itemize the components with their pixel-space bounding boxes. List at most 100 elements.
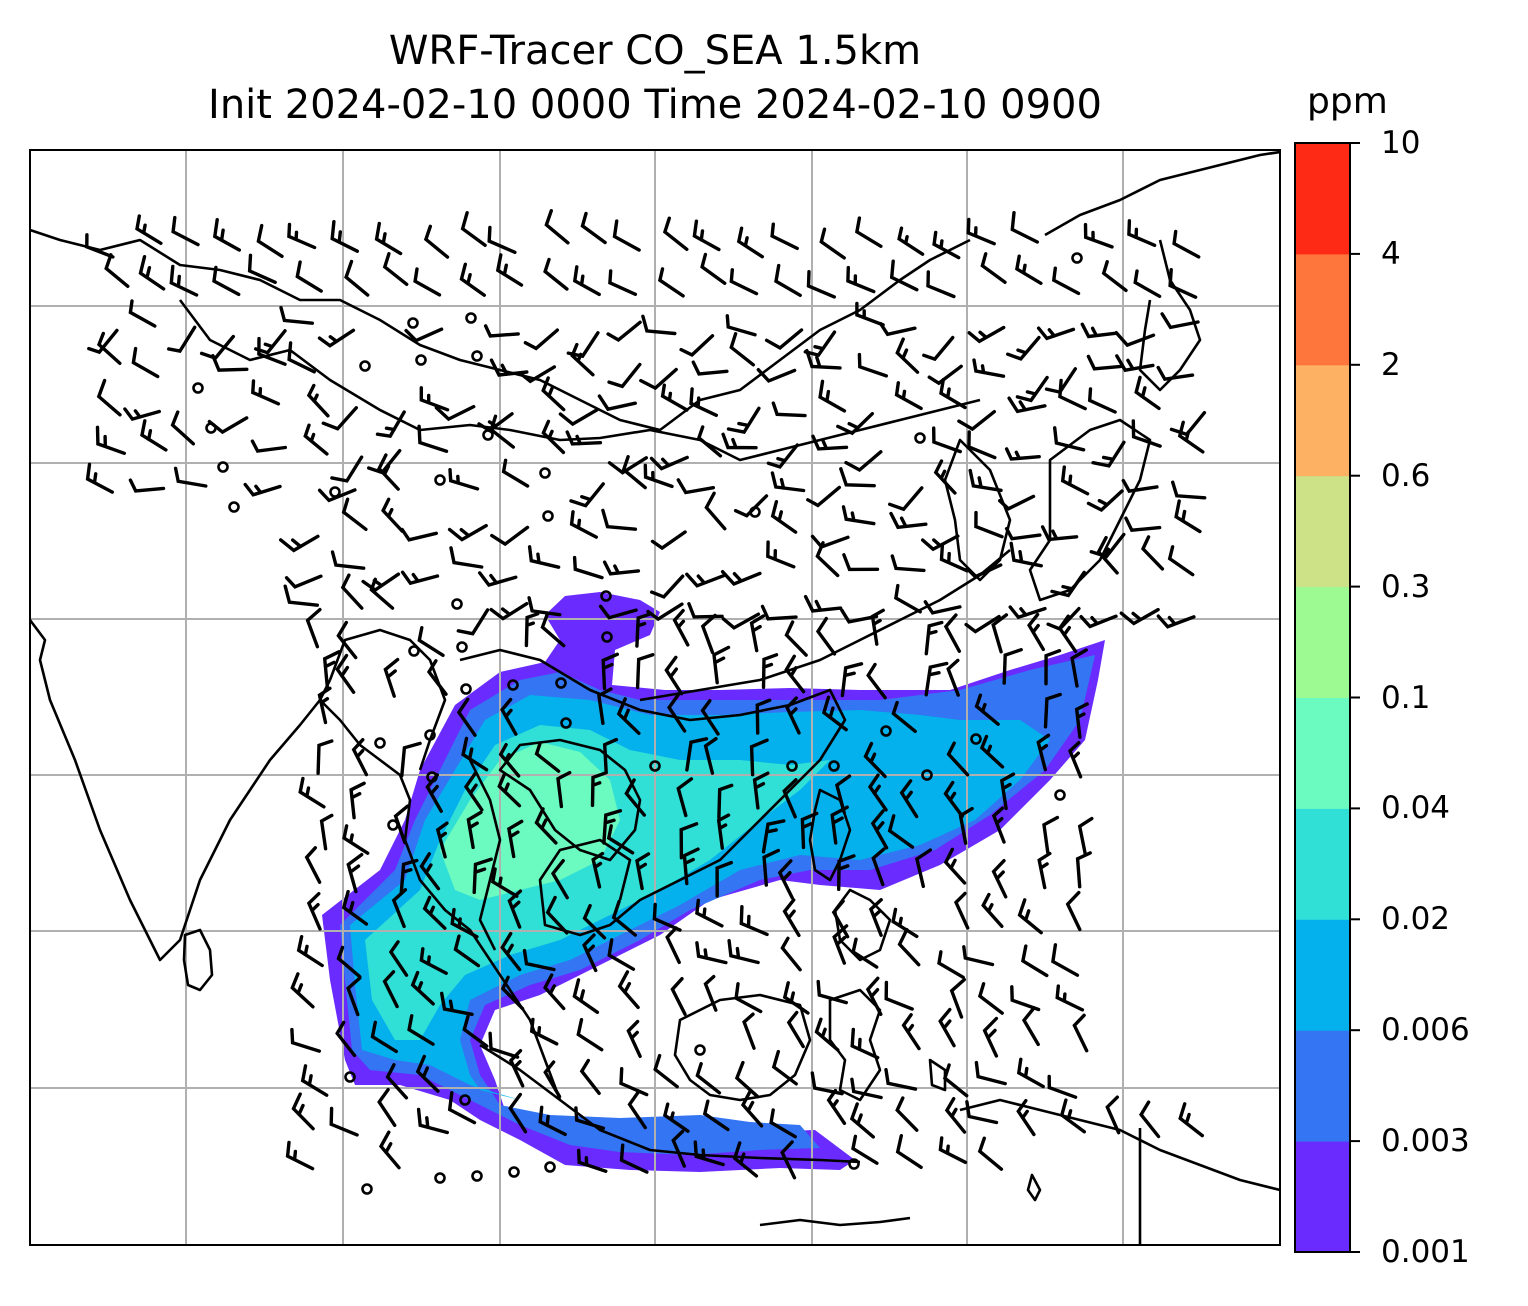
- calm-wind-marker: [880, 725, 892, 737]
- wind-barb: [977, 982, 1004, 1015]
- wind-barb: [889, 259, 919, 292]
- wind-barb: [837, 854, 856, 891]
- wind-barb: [782, 778, 798, 819]
- india-coastline: [30, 619, 332, 962]
- wind-barb: [811, 434, 849, 451]
- calm-wind-marker: [424, 729, 436, 741]
- wind-barb: [322, 650, 341, 689]
- wind-barb: [676, 478, 715, 495]
- wind-barb: [306, 383, 330, 418]
- wind-barb: [580, 211, 607, 245]
- wind-barb: [607, 938, 636, 971]
- wind-barb: [981, 892, 1004, 928]
- wind-barb: [426, 659, 448, 696]
- wind-barb: [300, 1064, 329, 1097]
- wind-barb: [250, 439, 287, 453]
- wind-barb: [1047, 1074, 1078, 1099]
- wind-barb: [1051, 943, 1080, 977]
- wind-barb: [544, 209, 570, 245]
- wind-barb: [1091, 440, 1126, 468]
- wind-barb: [361, 572, 401, 593]
- wind-barb: [419, 852, 441, 891]
- colorbar-segment-4: [1295, 697, 1350, 809]
- calm-wind-marker: [1054, 789, 1066, 801]
- coastlines-borders: [30, 150, 1280, 1245]
- wind-barb: [591, 851, 605, 889]
- wind-barb: [991, 613, 1009, 654]
- wind-barb: [336, 945, 362, 979]
- wind-barb: [855, 301, 885, 327]
- wind-barb: [732, 1141, 759, 1178]
- wind-barb: [704, 491, 727, 531]
- wind-barb: [679, 822, 699, 860]
- colorbar-tick-label: 0.006: [1381, 1012, 1470, 1049]
- wind-barb: [556, 770, 572, 809]
- wind-barb: [964, 614, 1001, 634]
- wind-barb: [316, 739, 334, 775]
- sulawesi: [828, 988, 882, 1102]
- calm-wind-marker: [507, 679, 519, 691]
- wind-barb: [1008, 605, 1047, 620]
- sri-lanka: [182, 928, 214, 992]
- myanmar-border: [328, 628, 447, 771]
- wind-barb: [256, 223, 284, 258]
- wind-barb: [1139, 1100, 1161, 1139]
- wind-barb: [721, 432, 758, 450]
- calm-wind-marker: [344, 1071, 356, 1083]
- wind-barb: [169, 264, 199, 297]
- wind-barb: [771, 1049, 798, 1086]
- wind-barb: [606, 320, 642, 343]
- calm-wind-marker: [555, 677, 567, 689]
- wind-barb: [946, 658, 960, 697]
- wind-barb: [419, 947, 448, 975]
- wind-barb: [676, 777, 694, 818]
- wind-barb: [478, 571, 518, 587]
- wind-barb: [611, 899, 637, 937]
- wind-barb: [943, 847, 967, 885]
- wind-barb: [761, 819, 786, 854]
- wind-barb: [1027, 612, 1045, 652]
- wind-barb: [700, 252, 727, 285]
- wind-barb: [434, 404, 476, 422]
- co-tracer-plume: [322, 592, 1105, 1172]
- wind-barb: [949, 977, 966, 1019]
- wind-barb: [487, 225, 517, 254]
- wind-barb: [1115, 354, 1155, 373]
- wind-barb: [425, 773, 443, 813]
- colorbar-tick-label: 0.04: [1381, 790, 1451, 827]
- wind-barb: [1096, 535, 1119, 575]
- sumatra-java: [479, 1043, 861, 1164]
- wind-barb: [1065, 890, 1082, 932]
- calm-wind-marker: [374, 737, 386, 749]
- wind-barb: [497, 772, 522, 808]
- wind-barb: [803, 594, 843, 613]
- wind-barb: [369, 577, 395, 610]
- wind-barb: [317, 328, 356, 348]
- wind-barb: [844, 450, 883, 473]
- wind-barb: [1021, 1006, 1040, 1047]
- wind-barb: [1072, 1013, 1089, 1053]
- wind-barb: [641, 314, 677, 336]
- wind-barb: [846, 265, 876, 294]
- wind-barb: [980, 252, 1007, 284]
- wind-barb: [415, 1054, 440, 1093]
- wind-barb: [377, 453, 400, 491]
- wind-barb: [285, 1140, 315, 1171]
- wind-barb: [672, 608, 690, 647]
- wind-barb: [545, 895, 569, 935]
- wind-barb: [733, 494, 769, 518]
- calm-wind-marker: [786, 760, 798, 772]
- wind-barb: [448, 468, 480, 491]
- wind-barb: [123, 407, 161, 422]
- wind-barb: [305, 607, 322, 649]
- wind-barb: [128, 299, 157, 328]
- wind-barb: [942, 1063, 969, 1098]
- wind-barb: [887, 814, 915, 849]
- wind-barb: [500, 931, 522, 972]
- wind-barb: [689, 387, 718, 417]
- wind-barb: [500, 697, 518, 736]
- new-guinea: [959, 1098, 1280, 1192]
- wind-barb: [1051, 266, 1081, 296]
- calm-wind-marker: [359, 360, 371, 372]
- calm-wind-marker: [434, 1172, 446, 1184]
